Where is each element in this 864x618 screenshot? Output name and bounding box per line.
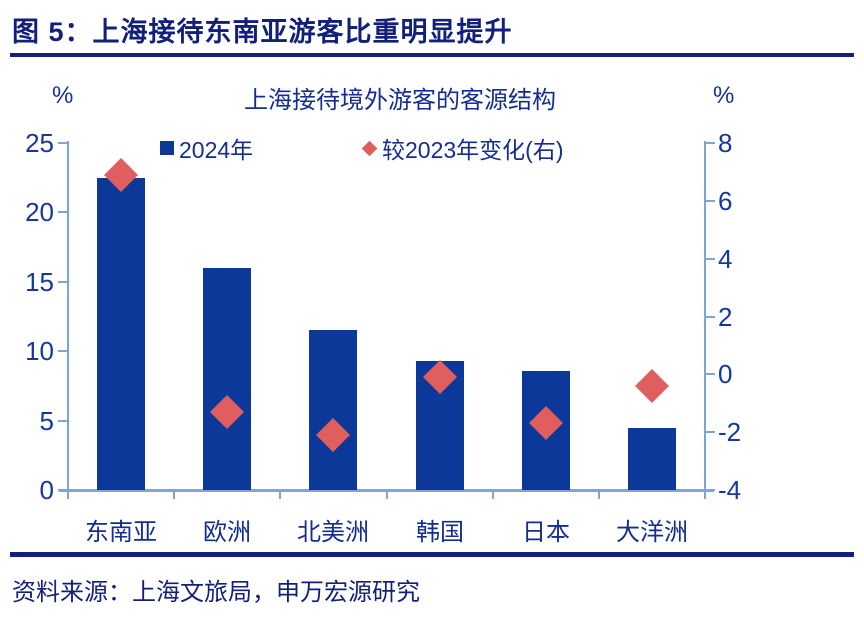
x-axis-tick (492, 490, 494, 499)
right-axis-tick (705, 258, 715, 260)
right-axis-unit-label: % (713, 82, 735, 109)
right-axis-tick (705, 142, 715, 144)
category-label: 韩国 (416, 519, 464, 546)
left-axis-tick (58, 281, 68, 283)
legend-item-change: 较2023年变化(右) (361, 134, 564, 163)
right-axis-tick (705, 373, 715, 375)
left-axis-tick (58, 142, 68, 144)
left-axis-line (67, 141, 69, 492)
bar (203, 268, 251, 490)
bottom-rule (10, 552, 854, 557)
right-axis-tick-label: 0 (718, 359, 733, 389)
bar (309, 330, 357, 490)
right-axis-tick (705, 200, 715, 202)
left-axis-tick (58, 420, 68, 422)
right-axis-tick (705, 316, 715, 318)
category-label: 日本 (522, 519, 570, 546)
x-axis-tick (704, 490, 706, 499)
x-axis-tick (173, 490, 175, 499)
x-axis-tick (67, 490, 69, 499)
left-axis-tick-label: 0 (39, 475, 54, 505)
legend-label-2024: 2024年 (179, 137, 254, 163)
left-axis-tick-label: 5 (39, 406, 54, 436)
category-label: 北美洲 (297, 519, 369, 546)
left-axis-tick-label: 25 (25, 128, 54, 158)
bar-series-swatch-icon (160, 141, 174, 155)
left-axis-tick-label: 10 (25, 336, 54, 366)
left-axis-tick (58, 211, 68, 213)
left-axis-tick-label: 15 (25, 267, 54, 297)
right-axis-tick-label: 2 (718, 302, 733, 332)
right-axis-tick-label: -2 (718, 417, 742, 447)
diamond-marker (635, 369, 669, 403)
title-underline (10, 53, 854, 57)
category-label: 东南亚 (85, 519, 157, 546)
left-axis-tick-label: 20 (25, 197, 54, 227)
x-axis-tick (279, 490, 281, 499)
x-axis-tick (386, 490, 388, 499)
source-text: 资料来源：上海文旅局，申万宏源研究 (12, 579, 420, 606)
left-axis-unit-label: % (52, 82, 74, 109)
category-label: 欧洲 (203, 519, 251, 546)
right-axis-tick (705, 489, 715, 491)
right-axis-tick-label: -4 (718, 475, 742, 505)
x-axis-tick (598, 490, 600, 499)
left-axis-tick (58, 350, 68, 352)
left-axis-tick (58, 489, 68, 491)
right-axis-tick (705, 431, 715, 433)
right-axis-tick-label: 4 (718, 244, 733, 274)
right-axis-tick-label: 8 (718, 128, 733, 158)
chart-title: 上海接待境外游客的客源结构 (244, 87, 556, 114)
bar (628, 428, 676, 490)
right-axis-tick-label: 6 (718, 186, 733, 216)
bar (97, 178, 145, 490)
legend-item-2024: 2024年 (160, 134, 254, 163)
category-label: 大洋洲 (616, 519, 688, 546)
legend-label-change: 较2023年变化(右) (382, 137, 564, 163)
figure-title: 图 5：上海接待东南亚游客比重明显提升 (12, 17, 513, 47)
